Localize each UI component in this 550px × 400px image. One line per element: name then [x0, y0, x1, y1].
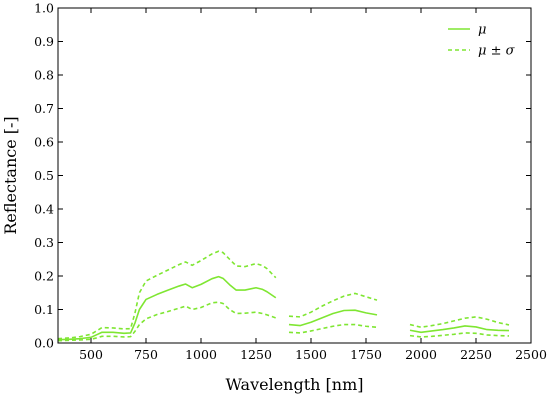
std-band-line-1: [288, 292, 378, 318]
mean-line-2: [409, 325, 510, 334]
x-tick-label: 1500: [295, 347, 327, 362]
x-tick-label: 1250: [240, 347, 272, 362]
y-tick-label: 0.1: [34, 302, 54, 317]
plot-frame: [57, 7, 532, 344]
legend-mean-label: μ: [478, 23, 486, 38]
series-layer: [58, 250, 510, 342]
mean-line-0: [58, 275, 277, 341]
y-tick-label: 0.0: [34, 336, 54, 351]
y-tick-label: 1.0: [34, 1, 54, 16]
y-tick-label: 0.3: [34, 235, 54, 250]
y-tick-label: 0.5: [34, 168, 54, 183]
std-band-line-2: [409, 316, 510, 329]
y-tick-label: 0.7: [34, 101, 54, 116]
x-tick-label: 1750: [350, 347, 382, 362]
x-axis-label: Wavelength [nm]: [225, 375, 363, 394]
y-tick-label: 0.4: [34, 202, 54, 217]
x-tick-label: 750: [134, 347, 158, 362]
y-tick-label: 0.6: [34, 135, 54, 150]
x-tick-label: 2500: [515, 347, 547, 362]
x-tick-label: 2000: [405, 347, 437, 362]
y-axis-label: Reflectance [-]: [1, 116, 20, 234]
x-tick-label: 2250: [460, 347, 492, 362]
legend: μ μ ± σ: [448, 23, 516, 59]
y-tick-label: 0.9: [34, 34, 54, 49]
std-band-line-4: [288, 323, 378, 334]
std-band-line-5: [409, 332, 510, 338]
std-band-line-3: [58, 301, 277, 342]
std-band-line-0: [58, 250, 277, 340]
legend-std-label: μ ± σ: [478, 44, 516, 59]
x-tick-label: 1000: [185, 347, 217, 362]
axes-layer: [57, 7, 532, 344]
y-tick-label: 0.8: [34, 68, 54, 83]
y-tick-label: 0.2: [34, 269, 54, 284]
ticks-layer: 500 750 1000 1250 1500 1750 2000 2250 2500 0.0 0.1…: [34, 1, 547, 363]
x-tick-label: 500: [79, 347, 103, 362]
mean-line-1: [288, 309, 378, 327]
